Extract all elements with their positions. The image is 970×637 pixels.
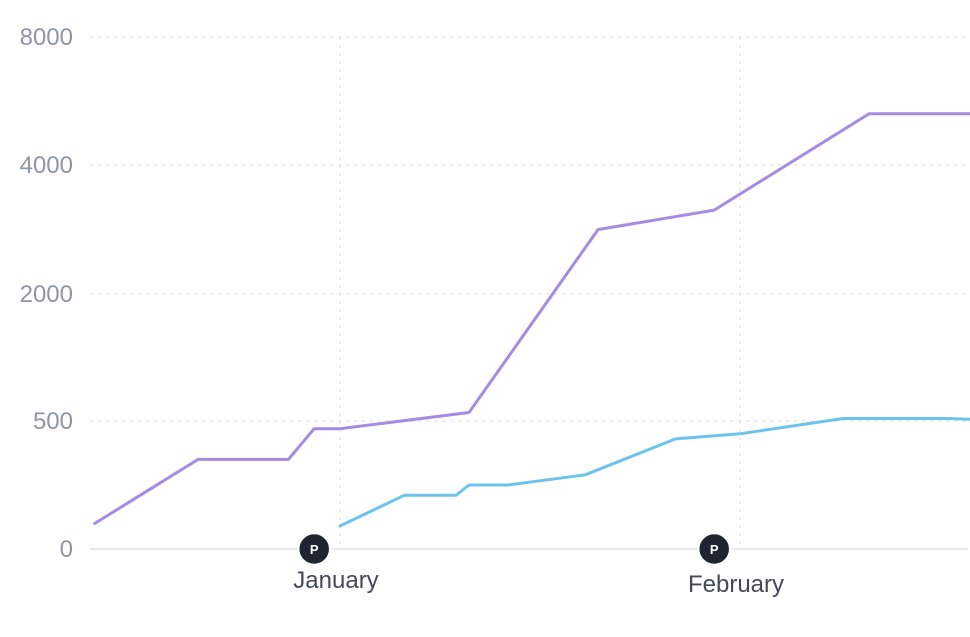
- event-marker[interactable]: P: [296, 531, 332, 567]
- series-2-point: [403, 493, 407, 497]
- marker-label: P: [310, 542, 319, 557]
- series-1-point: [338, 427, 342, 431]
- event-marker[interactable]: P: [696, 531, 732, 567]
- grid-lines: [90, 36, 968, 550]
- series-2-point: [583, 473, 587, 477]
- series-1-point: [867, 112, 871, 116]
- series-line-2: [338, 417, 970, 528]
- y-tick-label: 500: [33, 408, 73, 435]
- series-line-1: [93, 112, 970, 525]
- series-2-point: [467, 483, 471, 487]
- series-2-point: [738, 432, 742, 436]
- marker-label: P: [710, 542, 719, 557]
- x-axis: January February: [293, 567, 784, 598]
- series-2-point: [506, 483, 510, 487]
- series-2-point: [944, 416, 948, 420]
- series-1-point: [312, 427, 316, 431]
- x-tick-label: February: [688, 571, 784, 598]
- series-1-point: [712, 208, 716, 212]
- y-tick-label: 4000: [20, 152, 73, 179]
- series-2-point: [841, 416, 845, 420]
- series-1-point: [596, 228, 600, 232]
- y-tick-label: 2000: [20, 281, 73, 308]
- series-1-point: [196, 457, 200, 461]
- y-tick-label: 0: [60, 536, 73, 563]
- y-axis: 0 500 2000 4000 8000: [20, 24, 73, 563]
- x-tick-label: January: [293, 567, 378, 594]
- series-2-point: [338, 524, 342, 528]
- y-tick-label: 8000: [20, 24, 73, 51]
- series-lines: [93, 112, 970, 528]
- series-2-point: [454, 493, 458, 497]
- series-1-point: [467, 411, 471, 415]
- marker-circle[interactable]: [696, 531, 732, 567]
- marker-circle[interactable]: [296, 531, 332, 567]
- series-1-point: [93, 521, 97, 525]
- series-1-point: [286, 457, 290, 461]
- series-2-point: [673, 437, 677, 441]
